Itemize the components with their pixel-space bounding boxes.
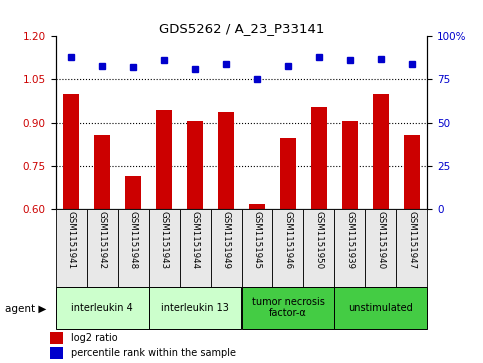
Text: percentile rank within the sample: percentile rank within the sample <box>71 348 236 358</box>
Bar <box>211 209 242 287</box>
Text: GSM1151943: GSM1151943 <box>159 211 169 269</box>
Bar <box>149 209 180 287</box>
Bar <box>218 113 234 209</box>
Bar <box>272 209 303 287</box>
Bar <box>397 209 427 287</box>
Bar <box>50 333 63 344</box>
Text: tumor necrosis
factor-α: tumor necrosis factor-α <box>252 297 325 318</box>
Bar <box>180 209 211 287</box>
Text: unstimulated: unstimulated <box>349 303 413 313</box>
Text: agent ▶: agent ▶ <box>5 303 46 314</box>
Text: GSM1151939: GSM1151939 <box>345 211 355 269</box>
Bar <box>249 204 265 209</box>
Title: GDS5262 / A_23_P33141: GDS5262 / A_23_P33141 <box>159 22 324 35</box>
Text: GSM1151946: GSM1151946 <box>284 211 293 269</box>
Bar <box>117 209 149 287</box>
Bar <box>242 209 272 287</box>
Bar <box>125 176 141 209</box>
Bar <box>366 209 397 287</box>
Bar <box>50 347 63 359</box>
Text: GSM1151947: GSM1151947 <box>408 211 416 269</box>
Bar <box>373 94 389 209</box>
Bar <box>63 94 79 209</box>
Bar <box>334 287 427 329</box>
Bar <box>280 138 296 209</box>
Bar <box>149 287 242 329</box>
Bar <box>303 209 334 287</box>
Bar <box>311 107 327 209</box>
Bar <box>94 135 110 209</box>
Bar <box>342 121 358 209</box>
Text: GSM1151948: GSM1151948 <box>128 211 138 269</box>
Text: interleukin 4: interleukin 4 <box>71 303 133 313</box>
Bar <box>86 209 117 287</box>
Text: GSM1151942: GSM1151942 <box>98 211 107 269</box>
Text: GSM1151949: GSM1151949 <box>222 211 230 269</box>
Bar <box>187 121 203 209</box>
Bar <box>242 287 334 329</box>
Text: interleukin 13: interleukin 13 <box>161 303 229 313</box>
Text: GSM1151945: GSM1151945 <box>253 211 261 269</box>
Text: GSM1151941: GSM1151941 <box>67 211 75 269</box>
Bar <box>56 287 149 329</box>
Text: GSM1151944: GSM1151944 <box>190 211 199 269</box>
Text: GSM1151940: GSM1151940 <box>376 211 385 269</box>
Text: log2 ratio: log2 ratio <box>71 333 118 343</box>
Bar <box>404 135 420 209</box>
Bar <box>156 110 172 209</box>
Bar <box>334 209 366 287</box>
Text: GSM1151950: GSM1151950 <box>314 211 324 269</box>
Bar <box>56 209 86 287</box>
